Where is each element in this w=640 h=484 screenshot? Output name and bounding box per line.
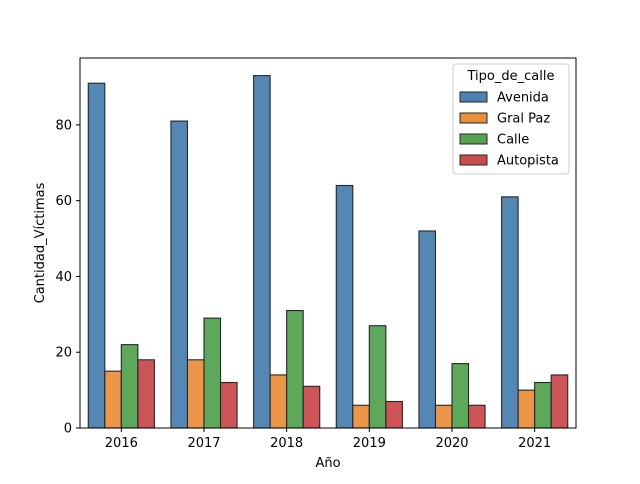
legend-title: Tipo_de_calle [467,69,555,84]
bar-avenida-2018 [253,75,271,429]
bar-calle-2018 [286,309,304,429]
legend: Tipo_de_calle Avenida Gral Paz Calle Autopi… [452,63,570,175]
legend-swatch-autopista [459,154,488,166]
legend-label-calle: Calle [497,133,529,148]
bars-group [87,75,569,429]
bar-calle-2017 [203,317,222,429]
bar-calle-2021 [534,381,552,429]
bar-autopista-2020 [467,404,486,429]
bar-autopista-2018 [302,385,321,429]
bar-avenida-2021 [501,196,519,429]
x-tick-label: 2019 [353,436,386,451]
bar-calle-2019 [368,325,387,429]
x-axis: 2016 2017 2018 2019 2020 2021 [105,428,551,451]
legend-items: Avenida Gral Paz Calle Autopista [459,91,559,169]
legend-label-gral-paz: Gral Paz [497,112,550,127]
y-tick-label: 0 [64,422,72,437]
bar-calle-2020 [451,363,470,429]
bar-gral-paz-2017 [186,359,205,429]
y-tick-label: 20 [55,346,72,361]
bar-autopista-2019 [385,400,403,429]
bar-gral-paz-2021 [517,389,536,429]
x-tick-label: 2021 [518,436,551,451]
bar-avenida-2017 [170,120,189,429]
x-axis-label: Año [315,456,340,471]
bar-gral-paz-2018 [269,374,288,429]
y-axis: 0 20 40 60 80 [55,118,80,437]
y-tick-label: 40 [55,270,72,285]
x-tick-label: 2017 [187,436,220,451]
legend-swatch-gral-paz [459,112,488,124]
bar-avenida-2016 [87,82,106,429]
bar-calle-2016 [120,344,139,429]
legend-swatch-calle [459,133,488,145]
bar-autopista-2021 [550,374,569,429]
bar-gral-paz-2020 [434,404,453,429]
legend-label-autopista: Autopista [497,154,559,169]
x-tick-label: 2016 [105,436,138,451]
bar-autopista-2017 [219,381,238,429]
x-tick-label: 2018 [270,436,303,451]
y-tick-label: 80 [55,118,72,133]
legend-label-avenida: Avenida [497,91,549,106]
y-axis-label: Cantidad_Víctimas [33,182,48,303]
bar-avenida-2020 [418,230,437,429]
bar-autopista-2016 [137,359,155,429]
bar-avenida-2019 [335,184,354,429]
x-tick-label: 2020 [435,436,468,451]
plot-frame [79,57,577,429]
bar-gral-paz-2016 [104,370,122,429]
y-tick-label: 60 [55,194,72,209]
bar-gral-paz-2019 [352,404,370,429]
legend-swatch-avenida [459,91,488,103]
